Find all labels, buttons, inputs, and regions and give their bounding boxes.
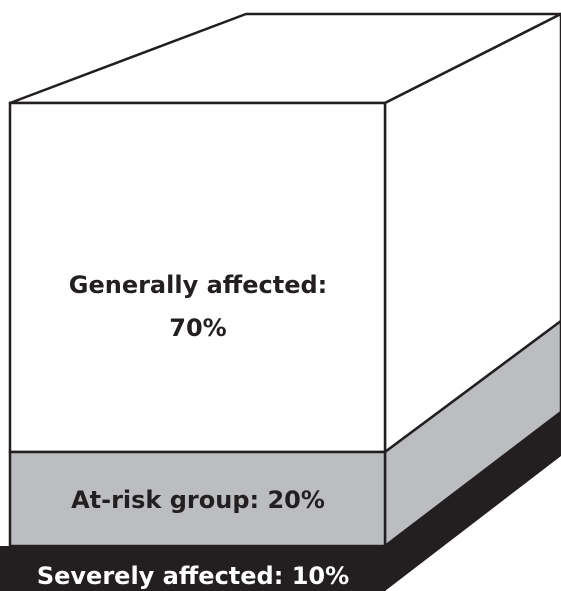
severely-affected-layer — [0, 546, 386, 591]
severely-affected-label: Severely affected: 10% — [37, 562, 349, 590]
at-risk-layer — [8, 450, 387, 548]
generally-affected-percent: 70% — [169, 314, 226, 342]
cube-side-black — [385, 412, 561, 591]
generally-affected-label: Generally affected: — [69, 271, 328, 299]
at-risk-label: At-risk group: 20% — [71, 486, 325, 514]
